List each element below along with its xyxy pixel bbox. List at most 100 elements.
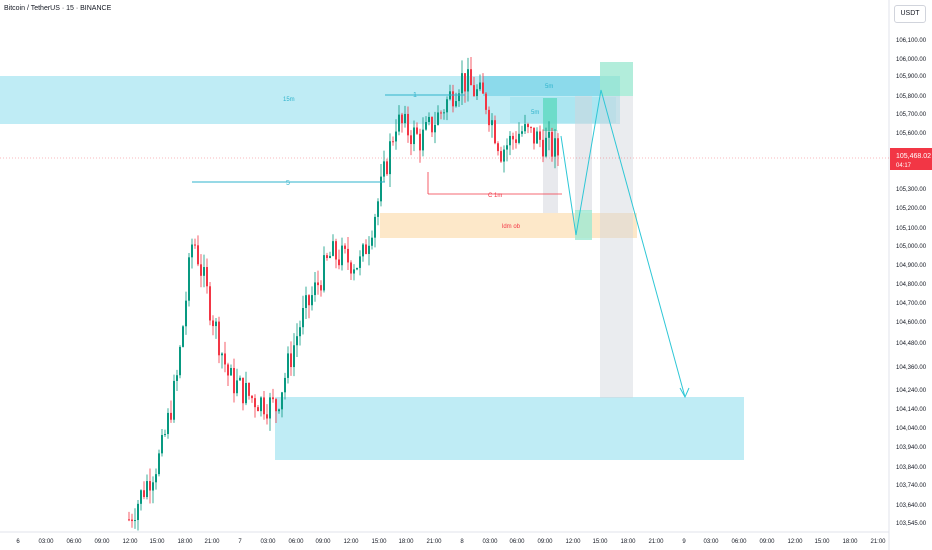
candle-body (374, 216, 376, 238)
candle-body (155, 474, 157, 483)
last-price-value: 105,468.02 (896, 153, 931, 160)
currency-selector[interactable]: USDT (894, 5, 926, 23)
candle-body (269, 397, 271, 419)
y-tick-label: 105,700.00 (896, 112, 927, 118)
projection-path[interactable] (560, 89, 686, 398)
order-block-zone[interactable] (380, 213, 637, 238)
zone-5m-inner[interactable] (510, 97, 616, 123)
x-tick-label: 03:00 (260, 539, 276, 545)
candle-body (446, 99, 448, 113)
x-tick-label: 06:00 (66, 539, 82, 545)
x-tick-label: 09:00 (537, 539, 553, 545)
candle-body (158, 453, 160, 475)
candle-body (221, 353, 223, 356)
candle-body (371, 237, 373, 246)
candle-body (164, 434, 166, 436)
x-tick-label: 18:00 (620, 539, 636, 545)
candle-body (209, 286, 211, 321)
y-tick-label: 105,600.00 (896, 131, 927, 137)
y-tick-label: 104,700.00 (896, 301, 927, 307)
y-tick-label: 105,100.00 (896, 226, 927, 232)
candle-body (491, 120, 493, 126)
candle-body (548, 131, 550, 138)
candle-body (248, 382, 250, 396)
candle-body (356, 267, 358, 270)
target-zone[interactable] (275, 397, 744, 460)
candle-body (485, 93, 487, 110)
candle-body (551, 131, 553, 157)
candle-body (308, 295, 310, 306)
y-tick-label: 103,545.00 (896, 521, 927, 527)
zone-5m-top[interactable] (483, 76, 620, 96)
candle-body (470, 69, 472, 86)
candle-body (467, 69, 469, 92)
candle-body (533, 127, 535, 144)
x-tick-label: 03:00 (703, 539, 719, 545)
label-5: 5 (286, 180, 290, 187)
candle-body (527, 124, 529, 128)
candle-body (149, 481, 151, 491)
marker-gray-2 (575, 96, 592, 211)
candle-body (302, 307, 304, 328)
y-tick-label: 103,640.00 (896, 503, 927, 509)
candle-body (506, 145, 508, 150)
candle-body (239, 377, 241, 381)
candle-body (224, 353, 226, 365)
candle-body (353, 269, 355, 274)
candle-body (509, 135, 511, 146)
candle-body (236, 380, 238, 394)
y-tick-label: 105,200.00 (896, 206, 927, 212)
x-tick-label: 03:00 (482, 539, 498, 545)
candle-body (464, 73, 466, 92)
y-tick-label: 105,300.00 (896, 187, 927, 193)
candle-body (539, 131, 541, 140)
candle-body (350, 262, 352, 274)
y-tick-label: 103,740.00 (896, 483, 927, 489)
candle-body (422, 129, 424, 151)
marker-gray-3 (600, 96, 633, 398)
x-tick-label: 12:00 (122, 539, 138, 545)
candle-body (206, 267, 208, 287)
candle-body (188, 257, 190, 301)
candle-body (335, 241, 337, 260)
chart-title: Bitcoin / TetherUS · 15 · BINANCE (4, 5, 112, 12)
candle-body (176, 375, 178, 381)
x-tick-label: 09:00 (315, 539, 331, 545)
candle-body (131, 519, 133, 522)
candle-body (263, 397, 265, 415)
candle-body (194, 244, 196, 246)
candle-body (245, 382, 247, 404)
candle-body (557, 138, 559, 156)
candle-body (212, 320, 214, 327)
candle-body (482, 82, 484, 94)
candle-body (305, 295, 307, 308)
candle-body (404, 113, 406, 124)
candle-body (233, 368, 235, 394)
candle-body (344, 245, 346, 249)
candle-body (278, 409, 280, 412)
x-tick-label: 21:00 (648, 539, 664, 545)
y-tick-label: 105,800.00 (896, 94, 927, 100)
candle-body (284, 377, 286, 393)
x-tick-label: 12:00 (787, 539, 803, 545)
x-tick-label: 8 (460, 539, 464, 545)
candle-body (431, 116, 433, 133)
y-tick-label: 104,140.00 (896, 407, 927, 413)
candle-body (338, 259, 340, 266)
candle-body (140, 490, 142, 504)
x-tick-label: 15:00 (592, 539, 608, 545)
candle-body (368, 245, 370, 254)
candle-body (392, 141, 394, 143)
candle-body (359, 256, 361, 268)
candle-body (461, 73, 463, 94)
candle-body (191, 244, 193, 258)
candle-body (503, 149, 505, 162)
candle-body (530, 127, 532, 129)
y-tick-label: 104,600.00 (896, 320, 927, 326)
candle-body (161, 434, 163, 454)
candle-body (407, 113, 409, 136)
candle-body (347, 248, 349, 263)
candle-body (383, 161, 385, 177)
x-tick-label: 18:00 (177, 539, 193, 545)
